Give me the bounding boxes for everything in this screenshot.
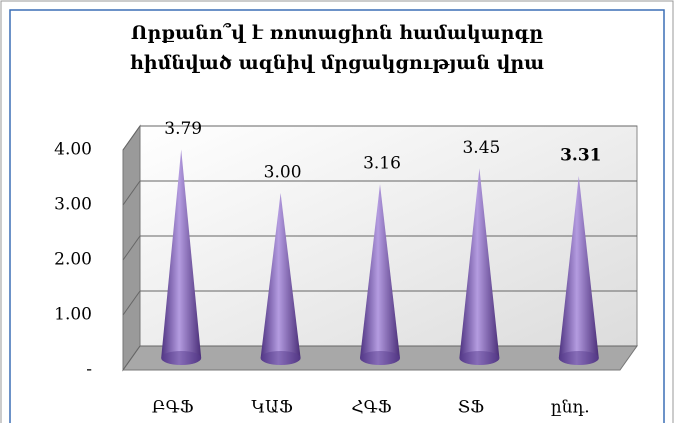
- grid-line-side: [122, 235, 141, 261]
- x-tick-label: ԲԳՖ: [152, 398, 194, 418]
- cone-part: [161, 149, 202, 366]
- y-tick-label: 3.00: [54, 195, 92, 215]
- data-label: 3.00: [264, 163, 302, 183]
- y-tick-label: 1.00: [54, 305, 92, 325]
- cone-part: [260, 193, 301, 366]
- grid-line-side: [122, 345, 141, 371]
- cone: [459, 168, 500, 366]
- cone: [161, 149, 202, 366]
- grid-line-side: [122, 125, 141, 151]
- cone: [360, 184, 400, 365]
- grid-line-side: [122, 180, 141, 206]
- cone-part: [459, 351, 500, 365]
- cone-part: [558, 351, 599, 365]
- inner-border: [9, 9, 665, 423]
- y-tick-label: -: [86, 360, 92, 380]
- cone: [260, 193, 301, 366]
- x-tick-label: ԿԱՖ: [251, 398, 292, 418]
- x-tick-label: ՏՖ: [458, 398, 484, 418]
- cone-part: [459, 168, 500, 366]
- cone: [558, 175, 599, 366]
- data-label: 3.31: [560, 145, 601, 165]
- x-tick-label: ընդ.: [551, 398, 590, 418]
- cone-part: [558, 175, 599, 366]
- data-label: 3.16: [363, 154, 401, 174]
- cone-part: [161, 351, 202, 365]
- cone-part: [360, 351, 400, 365]
- data-label: 3.79: [164, 119, 202, 139]
- grid-line-side: [122, 290, 141, 316]
- chart-title: Որքանո՞վ է ռոտացիոն համակարգը հիմնված ազ…: [129, 22, 545, 74]
- cone-part: [360, 184, 400, 365]
- cone-part: [260, 351, 301, 365]
- x-tick-label: ՀԳՖ: [351, 398, 391, 418]
- y-tick-label: 2.00: [54, 250, 92, 270]
- data-label: 3.45: [462, 138, 500, 158]
- y-tick-label: 4.00: [54, 140, 92, 160]
